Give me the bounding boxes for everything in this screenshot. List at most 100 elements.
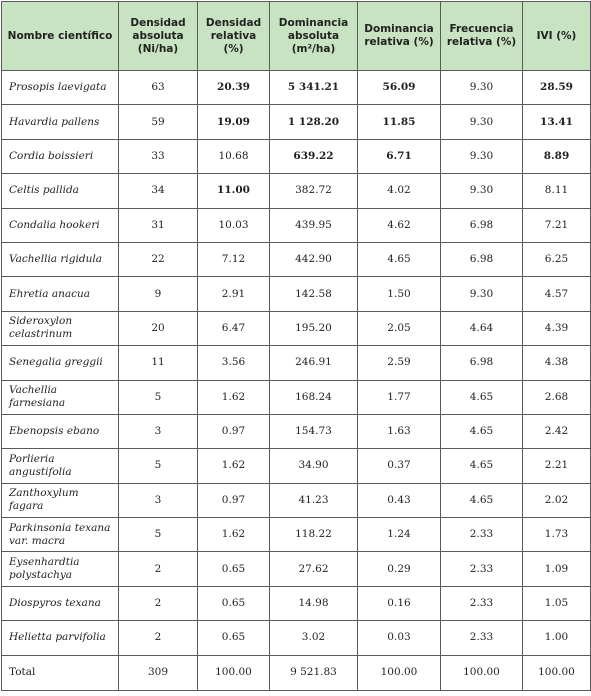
cell-densidad-relativa: 0.65	[197, 620, 270, 656]
table-row: Porlieria angustifolia 5 1.62 34.90 0.37 4.65…	[1, 448, 591, 484]
table-row: Ehretia anacua 9 2.91 142.58 1.50 9.30 4.57	[1, 276, 591, 312]
cell-ivi: 6.25	[522, 241, 591, 278]
cell-nombre-cientifico: Ebenopsis ebano	[1, 413, 119, 450]
cell-dominancia-relativa: 0.16	[357, 585, 441, 622]
cell-nombre-cientifico: Porlieria angustifolia	[1, 448, 119, 484]
cell-dominancia-absoluta: 246.91	[269, 345, 358, 381]
cell-dominancia-absoluta: 142.58	[269, 276, 358, 312]
cell-dominancia-relativa: 0.29	[357, 551, 441, 587]
cell-nombre-cientifico: Condalia hookeri	[1, 207, 119, 243]
cell-dominancia-absoluta: 154.73	[269, 413, 358, 450]
table-row: Sideroxylon celastrinum 20 6.47 195.20 2.05 4…	[1, 310, 591, 347]
cell-nombre-cientifico: Sideroxylon celastrinum	[1, 310, 119, 347]
cell-dominancia-relativa: 56.09	[357, 69, 441, 106]
cell-densidad-relativa: 0.65	[197, 551, 270, 587]
table-row: Parkinsonia texana var. macra 5 1.62 118.22…	[1, 517, 591, 553]
table-row: Havardia pallens 59 19.09 1 128.20 11.85 9.30…	[1, 104, 591, 140]
cell-ivi: 7.21	[522, 207, 591, 243]
table-row: Helietta parvifolia 2 0.65 3.02 0.03 2.33 1.00	[1, 620, 591, 656]
cell-densidad-relativa: 19.09	[197, 104, 270, 140]
cell-densidad-absoluta: 63	[118, 69, 198, 106]
total-dominancia-relativa: 100.00	[357, 654, 441, 691]
cell-frecuencia-relativa: 6.98	[440, 345, 523, 381]
cell-ivi: 8.89	[522, 138, 591, 175]
cell-dominancia-absoluta: 34.90	[269, 448, 358, 484]
cell-ivi: 1.00	[522, 620, 591, 656]
cell-frecuencia-relativa: 6.98	[440, 207, 523, 243]
cell-densidad-relativa: 0.65	[197, 585, 270, 622]
cell-frecuencia-relativa: 6.98	[440, 241, 523, 278]
cell-frecuencia-relativa: 2.33	[440, 585, 523, 622]
total-row: Total 309 100.00 9 521.83 100.00 100.00 100.00	[1, 654, 591, 691]
cell-dominancia-relativa: 4.02	[357, 173, 441, 209]
cell-dominancia-absoluta: 3.02	[269, 620, 358, 656]
cell-dominancia-absoluta: 639.22	[269, 138, 358, 175]
header-dominancia-relativa: Dominancia relativa (%)	[357, 1, 441, 71]
total-ivi: 100.00	[522, 654, 591, 691]
cell-nombre-cientifico: Ehretia anacua	[1, 276, 119, 312]
table-row: Cordia boissieri 33 10.68 639.22 6.71 9.30 8.8…	[1, 138, 591, 175]
cell-nombre-cientifico: Vachellia farnesiana	[1, 379, 119, 415]
table-row: Eysenhardtia polystachya 2 0.65 27.62 0.29 2.…	[1, 551, 591, 587]
cell-dominancia-absoluta: 439.95	[269, 207, 358, 243]
cell-frecuencia-relativa: 9.30	[440, 173, 523, 209]
cell-densidad-absoluta: 34	[118, 173, 198, 209]
cell-densidad-absoluta: 20	[118, 310, 198, 347]
cell-nombre-cientifico: Zanthoxylum fagara	[1, 482, 119, 519]
cell-nombre-cientifico: Eysenhardtia polystachya	[1, 551, 119, 587]
cell-dominancia-absoluta: 195.20	[269, 310, 358, 347]
cell-densidad-absoluta: 3	[118, 482, 198, 519]
total-densidad-absoluta: 309	[118, 654, 198, 691]
cell-dominancia-absoluta: 168.24	[269, 379, 358, 415]
cell-densidad-absoluta: 5	[118, 517, 198, 553]
cell-nombre-cientifico: Celtis pallida	[1, 173, 119, 209]
cell-nombre-cientifico: Cordia boissieri	[1, 138, 119, 175]
cell-ivi: 1.73	[522, 517, 591, 553]
cell-densidad-relativa: 0.97	[197, 413, 270, 450]
cell-nombre-cientifico: Prosopis laevigata	[1, 69, 119, 106]
cell-dominancia-relativa: 1.50	[357, 276, 441, 312]
cell-dominancia-relativa: 4.62	[357, 207, 441, 243]
cell-dominancia-absoluta: 27.62	[269, 551, 358, 587]
cell-densidad-absoluta: 33	[118, 138, 198, 175]
header-densidad-absoluta: Densidad absoluta (Ni/ha)	[118, 1, 198, 71]
cell-densidad-relativa: 11.00	[197, 173, 270, 209]
cell-ivi: 2.02	[522, 482, 591, 519]
cell-densidad-relativa: 7.12	[197, 241, 270, 278]
cell-nombre-cientifico: Senegalia greggii	[1, 345, 119, 381]
total-dominancia-absoluta: 9 521.83	[269, 654, 358, 691]
cell-dominancia-relativa: 1.24	[357, 517, 441, 553]
cell-frecuencia-relativa: 2.33	[440, 517, 523, 553]
cell-ivi: 1.09	[522, 551, 591, 587]
cell-frecuencia-relativa: 9.30	[440, 104, 523, 140]
cell-ivi: 2.21	[522, 448, 591, 484]
cell-frecuencia-relativa: 4.65	[440, 413, 523, 450]
cell-ivi: 2.68	[522, 379, 591, 415]
table-row: Diospyros texana 2 0.65 14.98 0.16 2.33 1.05	[1, 585, 591, 622]
cell-nombre-cientifico: Parkinsonia texana var. macra	[1, 517, 119, 553]
cell-densidad-absoluta: 22	[118, 241, 198, 278]
header-dominancia-absoluta: Dominancia absoluta (m²/ha)	[269, 1, 358, 71]
cell-nombre-cientifico: Vachellia rigidula	[1, 241, 119, 278]
cell-densidad-relativa: 0.97	[197, 482, 270, 519]
header-ivi: IVI (%)	[522, 1, 591, 71]
cell-densidad-absoluta: 59	[118, 104, 198, 140]
table-row: Condalia hookeri 31 10.03 439.95 4.62 6.98 7.2…	[1, 207, 591, 243]
cell-ivi: 4.57	[522, 276, 591, 312]
table-row: Senegalia greggii 11 3.56 246.91 2.59 6.98 4.3…	[1, 345, 591, 381]
cell-densidad-relativa: 10.68	[197, 138, 270, 175]
cell-dominancia-absoluta: 118.22	[269, 517, 358, 553]
cell-dominancia-relativa: 1.77	[357, 379, 441, 415]
cell-densidad-relativa: 2.91	[197, 276, 270, 312]
cell-frecuencia-relativa: 4.64	[440, 310, 523, 347]
cell-dominancia-relativa: 0.37	[357, 448, 441, 484]
cell-frecuencia-relativa: 4.65	[440, 448, 523, 484]
cell-dominancia-relativa: 2.59	[357, 345, 441, 381]
table-body: Prosopis laevigata 63 20.39 5 341.21 56.09 9.…	[1, 69, 591, 691]
cell-nombre-cientifico: Havardia pallens	[1, 104, 119, 140]
cell-frecuencia-relativa: 9.30	[440, 276, 523, 312]
cell-frecuencia-relativa: 4.65	[440, 482, 523, 519]
cell-densidad-absoluta: 3	[118, 413, 198, 450]
header-nombre-cientifico: Nombre científico	[1, 1, 119, 71]
